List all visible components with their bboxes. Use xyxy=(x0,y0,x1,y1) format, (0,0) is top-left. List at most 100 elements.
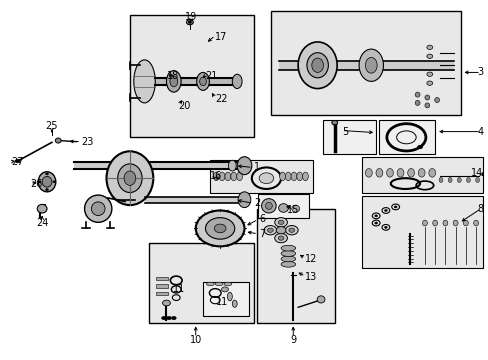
Ellipse shape xyxy=(466,177,469,183)
Ellipse shape xyxy=(288,228,294,232)
Ellipse shape xyxy=(188,21,191,23)
Text: 19: 19 xyxy=(184,12,197,22)
Ellipse shape xyxy=(424,103,429,108)
Ellipse shape xyxy=(118,164,142,193)
Ellipse shape xyxy=(199,77,206,86)
Bar xyxy=(156,277,167,280)
Ellipse shape xyxy=(311,58,323,72)
Ellipse shape xyxy=(456,177,460,183)
Text: 16: 16 xyxy=(210,171,222,181)
Ellipse shape xyxy=(317,296,325,303)
Text: 24: 24 xyxy=(36,218,48,228)
Bar xyxy=(378,120,434,154)
Bar xyxy=(203,282,249,316)
Ellipse shape xyxy=(407,168,414,177)
Ellipse shape xyxy=(358,49,383,81)
Ellipse shape xyxy=(393,206,396,208)
Ellipse shape xyxy=(276,226,285,234)
Ellipse shape xyxy=(281,261,295,267)
Text: 6: 6 xyxy=(259,215,264,224)
Bar xyxy=(257,194,308,218)
Ellipse shape xyxy=(296,172,302,181)
Bar xyxy=(155,78,239,85)
Ellipse shape xyxy=(215,282,223,286)
Bar xyxy=(256,209,334,323)
Ellipse shape xyxy=(426,81,432,85)
Bar xyxy=(156,284,167,288)
Ellipse shape xyxy=(281,251,295,256)
Ellipse shape xyxy=(396,168,403,177)
Ellipse shape xyxy=(219,172,224,181)
Ellipse shape xyxy=(166,316,171,320)
Bar xyxy=(271,12,461,116)
Ellipse shape xyxy=(424,95,429,100)
Ellipse shape xyxy=(365,57,376,73)
Ellipse shape xyxy=(230,172,236,181)
Ellipse shape xyxy=(432,220,437,226)
Text: 9: 9 xyxy=(289,334,296,345)
Ellipse shape xyxy=(274,218,287,227)
Bar xyxy=(74,162,249,169)
Ellipse shape xyxy=(331,121,337,125)
Ellipse shape xyxy=(417,168,424,177)
Text: 11: 11 xyxy=(172,284,184,294)
Ellipse shape xyxy=(38,181,41,183)
Ellipse shape xyxy=(195,211,244,246)
Ellipse shape xyxy=(442,220,447,226)
Bar xyxy=(149,243,254,323)
Bar xyxy=(210,160,312,193)
Ellipse shape xyxy=(384,210,386,212)
Bar xyxy=(322,120,375,154)
Ellipse shape xyxy=(375,168,382,177)
Ellipse shape xyxy=(186,20,193,25)
Ellipse shape xyxy=(475,177,479,183)
Ellipse shape xyxy=(265,202,272,210)
Ellipse shape xyxy=(228,160,236,171)
Ellipse shape xyxy=(302,172,308,181)
Ellipse shape xyxy=(224,282,231,286)
Ellipse shape xyxy=(166,71,181,92)
Ellipse shape xyxy=(171,316,176,320)
Ellipse shape xyxy=(232,74,242,89)
Text: 4: 4 xyxy=(476,127,483,136)
Bar xyxy=(144,197,249,203)
Text: 14: 14 xyxy=(470,168,483,178)
Ellipse shape xyxy=(274,233,287,243)
Ellipse shape xyxy=(452,220,457,226)
Ellipse shape xyxy=(384,226,386,228)
Text: 13: 13 xyxy=(305,272,317,282)
Bar xyxy=(278,61,453,69)
Ellipse shape xyxy=(38,172,56,192)
Ellipse shape xyxy=(134,60,155,103)
Text: 18: 18 xyxy=(166,71,179,81)
Text: 5: 5 xyxy=(341,127,347,136)
Ellipse shape xyxy=(221,287,228,292)
Ellipse shape xyxy=(374,222,377,224)
Ellipse shape xyxy=(53,181,56,183)
Ellipse shape xyxy=(463,220,468,226)
Ellipse shape xyxy=(45,189,48,191)
Ellipse shape xyxy=(205,218,234,239)
Text: 23: 23 xyxy=(81,138,93,147)
Ellipse shape xyxy=(447,177,451,183)
Ellipse shape xyxy=(259,173,273,184)
Ellipse shape xyxy=(414,100,419,105)
Text: 20: 20 xyxy=(178,102,191,112)
Ellipse shape xyxy=(124,171,136,185)
Ellipse shape xyxy=(290,172,296,181)
Ellipse shape xyxy=(426,45,432,49)
Text: 7: 7 xyxy=(259,229,265,239)
Ellipse shape xyxy=(196,72,209,90)
Text: 11: 11 xyxy=(216,297,228,307)
Ellipse shape xyxy=(281,256,295,262)
Ellipse shape xyxy=(428,168,435,177)
Text: 8: 8 xyxy=(476,204,483,214)
Ellipse shape xyxy=(434,98,439,103)
Text: 15: 15 xyxy=(286,206,299,216)
Ellipse shape xyxy=(285,226,298,235)
Ellipse shape xyxy=(278,236,284,240)
Bar xyxy=(361,157,483,193)
Text: 17: 17 xyxy=(215,32,227,41)
Text: 3: 3 xyxy=(476,67,483,77)
Bar xyxy=(156,292,167,296)
